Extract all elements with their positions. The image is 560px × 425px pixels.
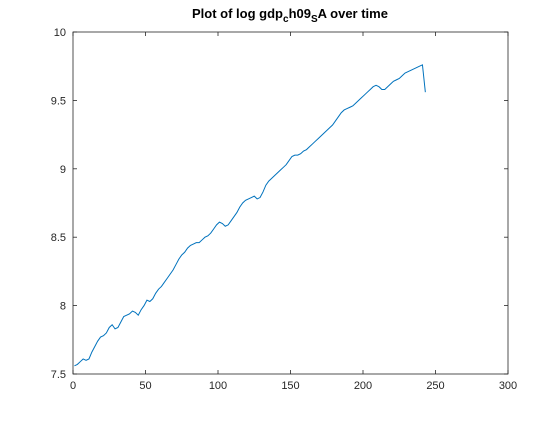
y-tick-label: 9	[60, 164, 66, 176]
chart-title: Plot of log gdpch09SA over time	[192, 6, 388, 25]
x-tick-label: 200	[354, 380, 372, 392]
x-tick-label: 300	[499, 380, 517, 392]
series-line	[74, 64, 426, 367]
y-tick-label: 10	[54, 27, 66, 39]
x-tick-label: 150	[281, 380, 299, 392]
x-tick-label: 50	[139, 380, 151, 392]
x-tick-label: 250	[426, 380, 444, 392]
chart-title-prefix: Plot of log gdp	[192, 6, 283, 21]
x-tick-label: 0	[70, 380, 76, 392]
chart-title-middle: h09	[289, 6, 311, 21]
axes-box	[72, 31, 509, 375]
y-axis-ticks: 7.5 8 8.5 9 9.5 10	[51, 27, 508, 381]
y-tick-label: 8.5	[51, 232, 66, 244]
chart-title-subscript-1: c	[283, 14, 289, 25]
chart-title-suffix: A over time	[318, 6, 388, 21]
y-tick-label: 8	[60, 301, 66, 313]
x-tick-label: 100	[209, 380, 227, 392]
y-tick-label: 9.5	[51, 95, 66, 107]
plot-area	[73, 32, 508, 374]
y-tick-label: 7.5	[51, 369, 66, 381]
chart-title-subscript-2: S	[311, 14, 318, 25]
